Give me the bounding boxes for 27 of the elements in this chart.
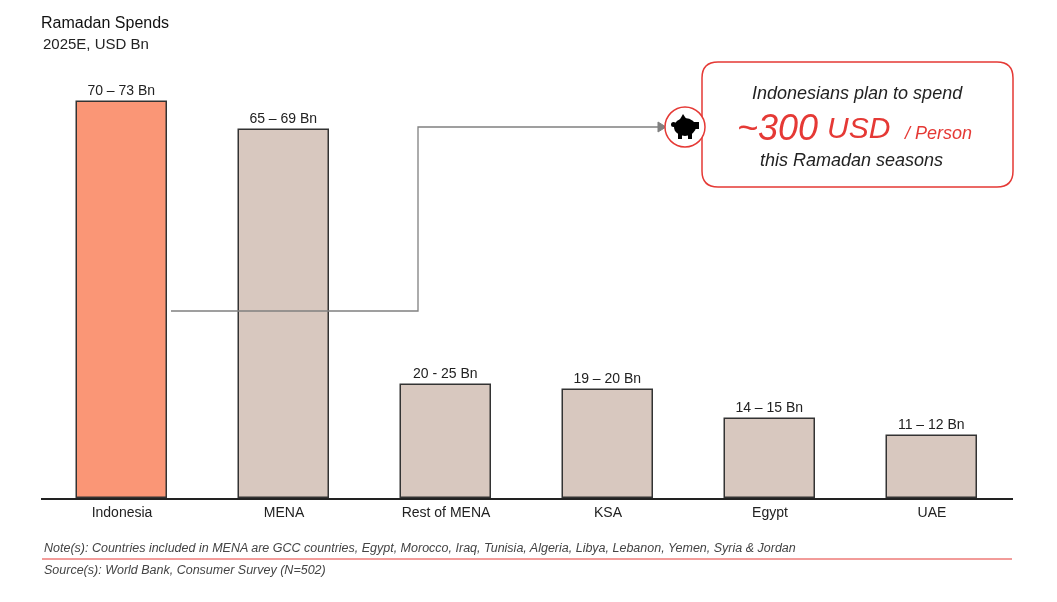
x-tick-label: Rest of MENA xyxy=(401,503,491,520)
bar xyxy=(561,388,653,498)
annotation: Indonesians plan to spend xyxy=(752,83,964,103)
bar xyxy=(399,383,491,498)
x-tick-label: Indonesia xyxy=(91,503,153,520)
chart-title: Ramadan Spends xyxy=(41,13,170,31)
annotation: ~300 xyxy=(737,107,819,148)
chart-subtitle: 2025E, USD Bn xyxy=(43,35,149,52)
x-tick-label: KSA xyxy=(593,503,623,520)
data-label: 20 - 25 Bn xyxy=(412,365,478,382)
text: Note(s): Countries included in MENA are GCC countries, Egypt, Morocco, Iraq, Tunisia, Algeria, Libya, Lebanon, Yemen, Syria & Jordan xyxy=(44,541,796,555)
x-tick-label: UAE xyxy=(917,503,947,520)
bar xyxy=(885,434,977,498)
bar xyxy=(237,128,329,498)
source-note: Source(s): World Bank, Consumer Survey (N=502) xyxy=(44,563,326,577)
annotation: this Ramadan seasons xyxy=(760,150,944,170)
x-tick-label: MENA xyxy=(263,503,305,520)
bar xyxy=(723,417,815,498)
x-tick-label: Egypt xyxy=(752,503,788,520)
bar xyxy=(75,100,167,498)
data-label: 14 – 15 Bn xyxy=(735,399,804,416)
data-label: 70 – 73 Bn xyxy=(87,82,156,99)
annotation: USD xyxy=(827,111,891,144)
data-label: 19 – 20 Bn xyxy=(573,370,642,387)
annotation: / Person xyxy=(903,123,973,143)
data-label: 11 – 12 Bn xyxy=(897,416,965,433)
data-label: 65 – 69 Bn xyxy=(249,110,318,127)
